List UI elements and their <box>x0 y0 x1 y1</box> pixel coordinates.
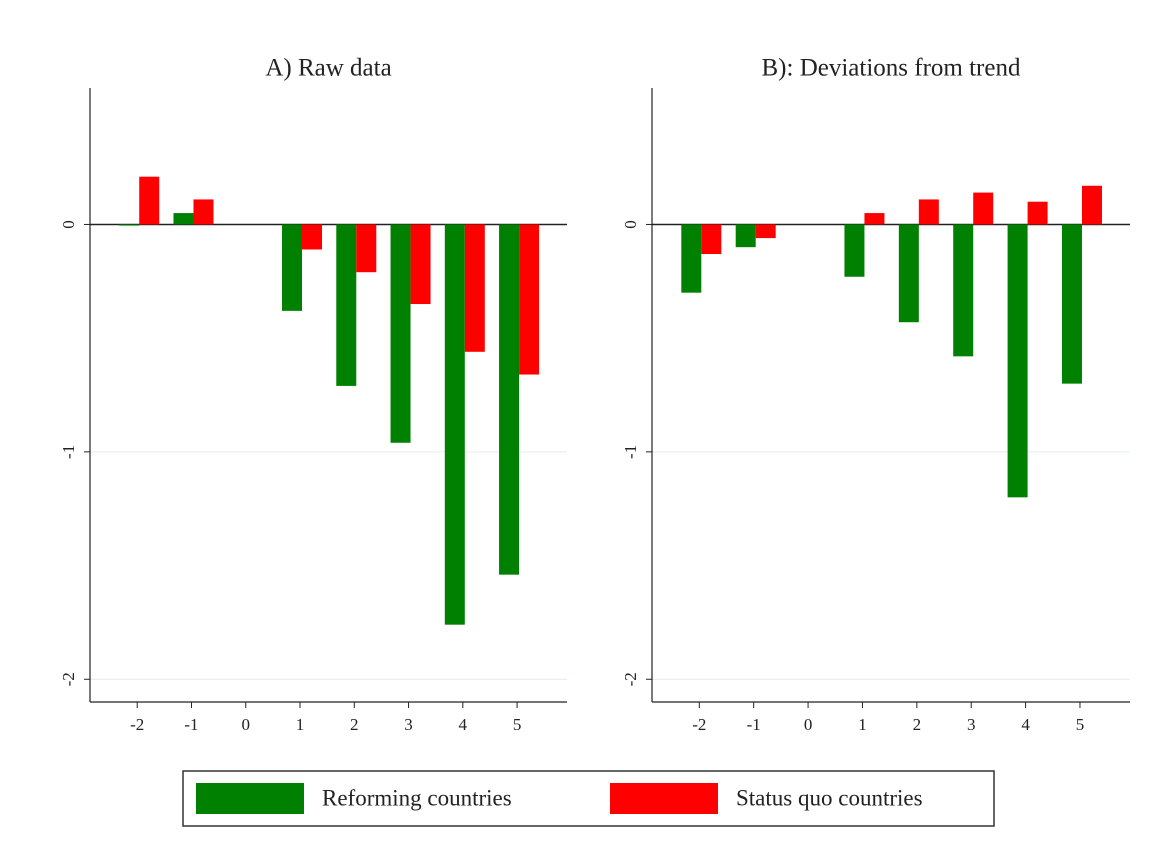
bar <box>519 224 540 375</box>
bar <box>282 224 303 311</box>
bar <box>193 199 214 225</box>
bar <box>119 224 140 226</box>
x-tick-label: -1 <box>184 715 198 734</box>
x-tick-label: 3 <box>404 715 413 734</box>
x-tick-label: 0 <box>241 715 250 734</box>
bar <box>1081 185 1102 225</box>
bar <box>302 224 323 250</box>
x-tick-label: 5 <box>513 715 522 734</box>
bar <box>1061 224 1082 384</box>
legend-label: Reforming countries <box>322 785 512 810</box>
panel-title: A) Raw data <box>265 55 391 82</box>
x-tick-label: 5 <box>1076 715 1085 734</box>
y-tick-label: -2 <box>59 672 78 686</box>
bar <box>444 224 465 625</box>
panel-title: B): Deviations from trend <box>762 55 1021 82</box>
bar <box>1027 201 1048 225</box>
bar <box>1007 224 1028 498</box>
y-tick-label: 0 <box>59 220 78 229</box>
x-tick-label: 3 <box>967 715 976 734</box>
bar <box>410 224 431 305</box>
bar <box>701 224 722 255</box>
y-tick-label: -2 <box>621 672 640 686</box>
bar <box>953 224 974 357</box>
x-tick-label: 1 <box>858 715 867 734</box>
x-tick-label: -1 <box>747 715 761 734</box>
bar <box>918 199 939 225</box>
y-tick-label: -1 <box>621 445 640 459</box>
bar <box>139 176 160 225</box>
bar <box>898 224 919 323</box>
bar <box>755 224 776 239</box>
bar <box>336 224 357 386</box>
x-tick-label: 1 <box>296 715 305 734</box>
x-tick-label: 0 <box>804 715 813 734</box>
legend-swatch <box>610 783 718 814</box>
y-tick-label: 0 <box>621 220 640 229</box>
x-tick-label: -2 <box>130 715 144 734</box>
bar <box>973 192 994 225</box>
x-tick-label: 4 <box>1021 715 1030 734</box>
legend-box <box>182 770 995 827</box>
bar <box>173 213 194 225</box>
bar <box>390 224 411 443</box>
x-tick-label: 4 <box>459 715 468 734</box>
x-tick-label: 2 <box>350 715 359 734</box>
x-tick-label: -2 <box>692 715 706 734</box>
bar <box>499 224 520 575</box>
bar <box>356 224 377 273</box>
legend-label: Status quo countries <box>736 785 923 810</box>
bar <box>735 224 756 248</box>
legend-swatch <box>196 783 304 814</box>
bar <box>864 213 885 225</box>
bar <box>464 224 485 352</box>
y-tick-label: -1 <box>59 445 78 459</box>
bar <box>681 224 702 293</box>
bar <box>844 224 865 277</box>
x-tick-label: 2 <box>913 715 922 734</box>
